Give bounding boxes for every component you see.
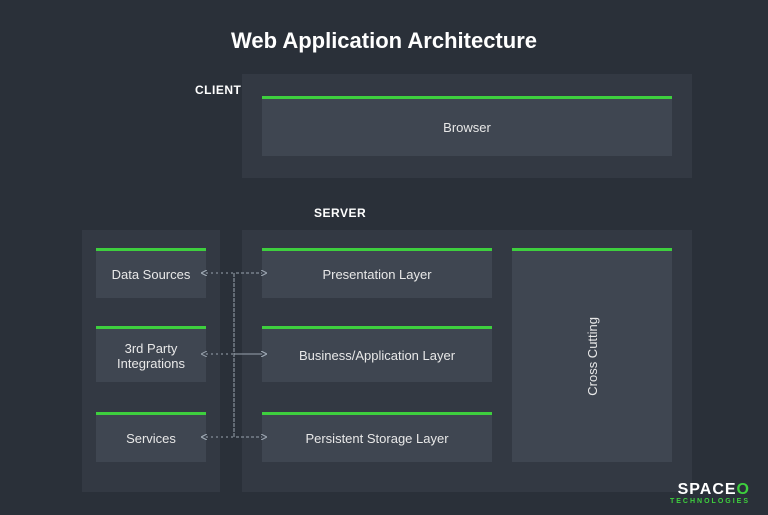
presentation-box: Presentation Layer	[262, 248, 492, 298]
client-label: CLIENT	[195, 83, 241, 97]
brand-logo: SPACEO TECHNOLOGIES	[670, 482, 750, 505]
data-sources-box: Data Sources	[96, 248, 206, 298]
business-box: Business/Application Layer	[262, 326, 492, 382]
logo-main: SPACE	[678, 481, 737, 498]
logo-sub: TECHNOLOGIES	[670, 498, 750, 505]
third-party-box: 3rd Party Integrations	[96, 326, 206, 382]
business-label: Business/Application Layer	[299, 348, 455, 363]
diagram-title: Web Application Architecture	[0, 0, 768, 72]
persistent-label: Persistent Storage Layer	[305, 431, 448, 446]
services-box: Services	[96, 412, 206, 462]
server-label: SERVER	[314, 206, 366, 220]
data-sources-label: Data Sources	[112, 267, 191, 282]
services-label: Services	[126, 431, 176, 446]
cross-cutting-box: Cross Cutting	[512, 248, 672, 462]
browser-label: Browser	[443, 120, 491, 135]
persistent-box: Persistent Storage Layer	[262, 412, 492, 462]
cross-cutting-label: Cross Cutting	[585, 317, 600, 396]
third-party-label: 3rd Party Integrations	[104, 341, 198, 371]
presentation-label: Presentation Layer	[322, 267, 431, 282]
browser-box: Browser	[262, 96, 672, 156]
logo-suffix: O	[737, 481, 750, 498]
